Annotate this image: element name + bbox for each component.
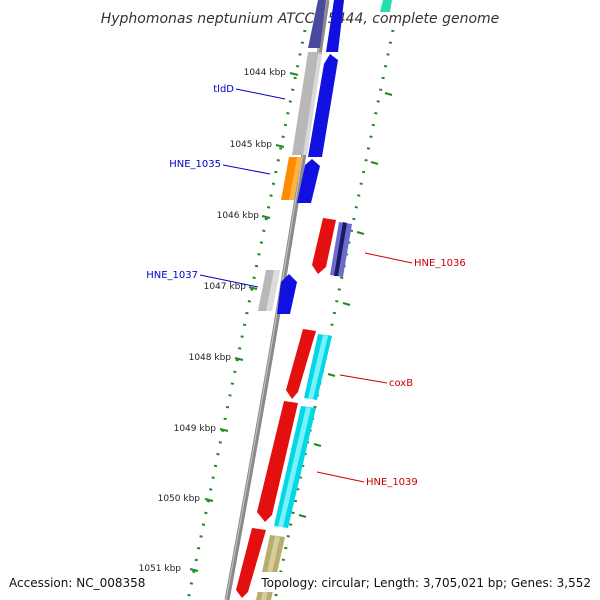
gene-feature (308, 0, 326, 48)
gene-features-coxB (286, 329, 332, 400)
map-title: Hyphomonas neptunium ATCC 15444, complet… (101, 11, 500, 27)
gene-feature-arrow (277, 274, 297, 314)
tick-label: 1048 kbp (189, 353, 232, 363)
gene-feature-arrow (297, 159, 320, 203)
kbp-labels: 1044 kbp 1045 kbp 1046 kbp 1047 kbp 1048… (139, 68, 287, 574)
gene-label-hne1036[interactable]: HNE_1036 (414, 258, 466, 269)
tick-label: 1044 kbp (244, 68, 287, 78)
gene-feature (326, 0, 344, 52)
inner-dotted-track (186, 29, 307, 600)
tick-label: 1046 kbp (217, 211, 260, 221)
tick-label: 1047 kbp (204, 282, 247, 292)
gene-feature-arrow (286, 329, 316, 399)
tick-label: 1049 kbp (174, 424, 217, 434)
tick-label: 1050 kbp (158, 494, 201, 504)
gene-label-hne1035[interactable]: HNE_1035 (169, 159, 221, 170)
tick-label: 1051 kbp (139, 564, 182, 574)
gene-features-top (308, 0, 392, 52)
gene-label-tldD[interactable]: tldD (213, 84, 234, 95)
gene-labels: tldD HNE_1035 HNE_1037 HNE_1036 coxB HNE… (146, 84, 466, 488)
gene-features-hne1037 (258, 270, 297, 314)
gene-features-hne1035 (281, 157, 320, 203)
gene-features-tldD (292, 52, 338, 157)
gene-feature (380, 0, 392, 12)
gene-label-coxB[interactable]: coxB (389, 378, 413, 389)
tick-label: 1045 kbp (230, 140, 273, 150)
label-leaders (199, 88, 413, 483)
gene-label-hne1039[interactable]: HNE_1039 (366, 477, 418, 488)
gene-features-hne1036 (312, 218, 352, 277)
gene-label-hne1037[interactable]: HNE_1037 (146, 270, 198, 281)
outer-dotted-track (273, 29, 395, 600)
tick-marks (189, 72, 299, 572)
gene-features-hne1039 (257, 401, 316, 528)
accession-text: Accession: NC_008358 (9, 576, 145, 590)
gene-feature-arrow (312, 218, 336, 274)
topology-text: Topology: circular; Length: 3,705,021 bp… (260, 576, 591, 590)
gene-feature-arrow (308, 54, 338, 157)
gene-feature-arrow (236, 528, 266, 598)
gene-feature-arrow (257, 401, 298, 522)
outer-tick-marks (283, 92, 393, 588)
